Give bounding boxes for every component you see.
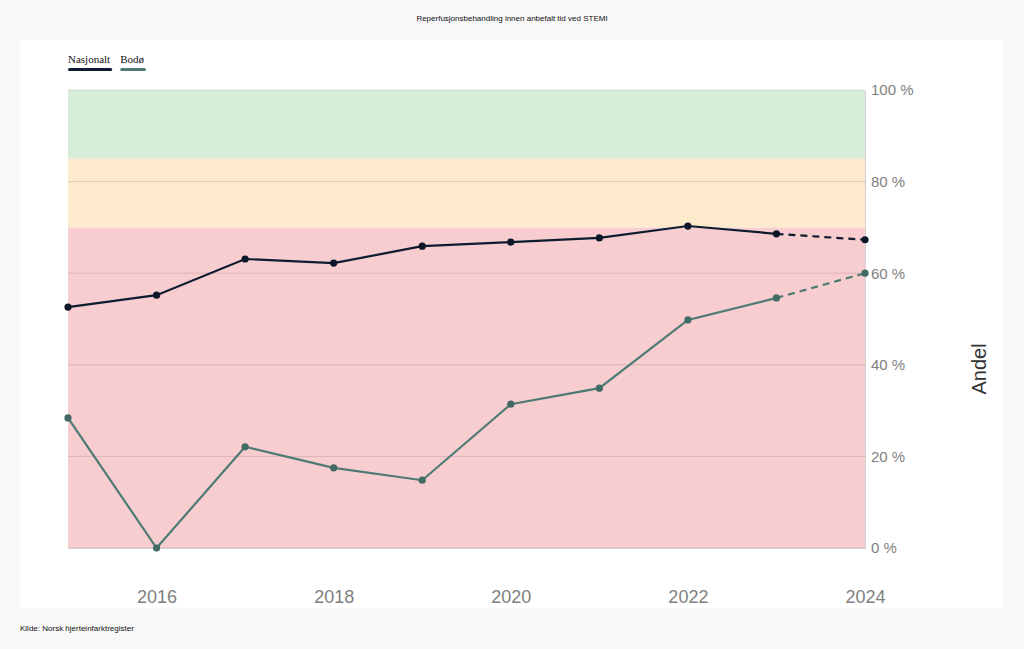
tick: 2022 — [668, 548, 708, 607]
series-marker — [242, 443, 249, 450]
grid-line — [68, 456, 865, 457]
tick: 80 % — [865, 173, 905, 190]
series-line — [68, 226, 776, 307]
series-marker — [861, 270, 868, 277]
tick-label: 2022 — [668, 587, 708, 607]
tick: 100 % — [865, 81, 914, 98]
grid-line — [68, 273, 865, 274]
tick-label: 20 % — [871, 448, 905, 465]
tick-label: 2018 — [314, 587, 354, 607]
axis-line — [69, 548, 866, 549]
legend-swatch — [120, 68, 146, 71]
legend-label: Nasjonalt — [68, 53, 110, 65]
series-marker — [507, 238, 514, 245]
series-marker — [684, 222, 691, 229]
target-band — [68, 227, 865, 548]
target-band — [68, 159, 865, 228]
series-marker — [419, 243, 426, 250]
tick: 60 % — [865, 265, 905, 282]
plot-area — [64, 222, 868, 551]
series-marker — [330, 464, 337, 471]
series-marker — [64, 414, 71, 421]
legend: Nasjonalt Bodø — [68, 53, 146, 71]
chart-title: Reperfusjonsbehandling innen anbefalt ti… — [416, 14, 607, 23]
tick-label: 40 % — [871, 356, 905, 373]
series-marker — [861, 236, 868, 243]
tick-label: 100 % — [871, 81, 914, 98]
series-marker — [596, 234, 603, 241]
axis-line — [865, 91, 866, 549]
panel — [20, 40, 1003, 608]
series-marker — [773, 294, 780, 301]
tick-label: 2020 — [491, 587, 531, 607]
series-marker — [64, 303, 71, 310]
grid-line — [68, 364, 865, 365]
legend-label: Bodø — [120, 53, 144, 65]
series-line-dashed — [776, 234, 865, 240]
series-marker — [153, 292, 160, 299]
grid-line — [68, 548, 865, 549]
y-axis: 0 % 20 % 40 % 60 % 80 % 100 % — [865, 81, 914, 556]
tick: 2016 — [137, 548, 177, 607]
grid — [68, 90, 865, 548]
series-marker — [242, 255, 249, 262]
chart-root: 0 % 20 % 40 % 60 % 80 % 100 % 2016 2018 2020 2022… — [0, 0, 1024, 649]
tick: 2024 — [845, 548, 885, 607]
tick: 0 % — [865, 539, 897, 556]
tick-label: 0 % — [871, 539, 897, 556]
series-line-dashed — [776, 273, 865, 298]
tick-label: 80 % — [871, 173, 905, 190]
series-marker — [153, 544, 160, 551]
tick: 2018 — [314, 548, 354, 607]
tick-label: 2016 — [137, 587, 177, 607]
series-marker — [596, 385, 603, 392]
grid-line — [68, 181, 865, 182]
series-marker — [507, 401, 514, 408]
legend-swatch — [68, 68, 112, 71]
tick: 40 % — [865, 356, 905, 373]
series-marker — [684, 316, 691, 323]
target-band — [68, 90, 865, 159]
series-marker — [419, 477, 426, 484]
series-marker — [330, 260, 337, 267]
series-marker — [773, 230, 780, 237]
tick: 2020 — [491, 548, 531, 607]
tick-label: 60 % — [871, 265, 905, 282]
source-note: Kilde: Norsk hjerteinfarktregister — [20, 624, 134, 633]
series-line — [68, 298, 776, 548]
tick: 20 % — [865, 448, 905, 465]
x-axis: 2016 2018 2020 2022 2024 — [69, 548, 886, 607]
grid-line — [68, 90, 865, 91]
y-axis-title: Andel — [968, 343, 990, 394]
tick-label: 2024 — [845, 587, 885, 607]
bands — [68, 90, 865, 548]
